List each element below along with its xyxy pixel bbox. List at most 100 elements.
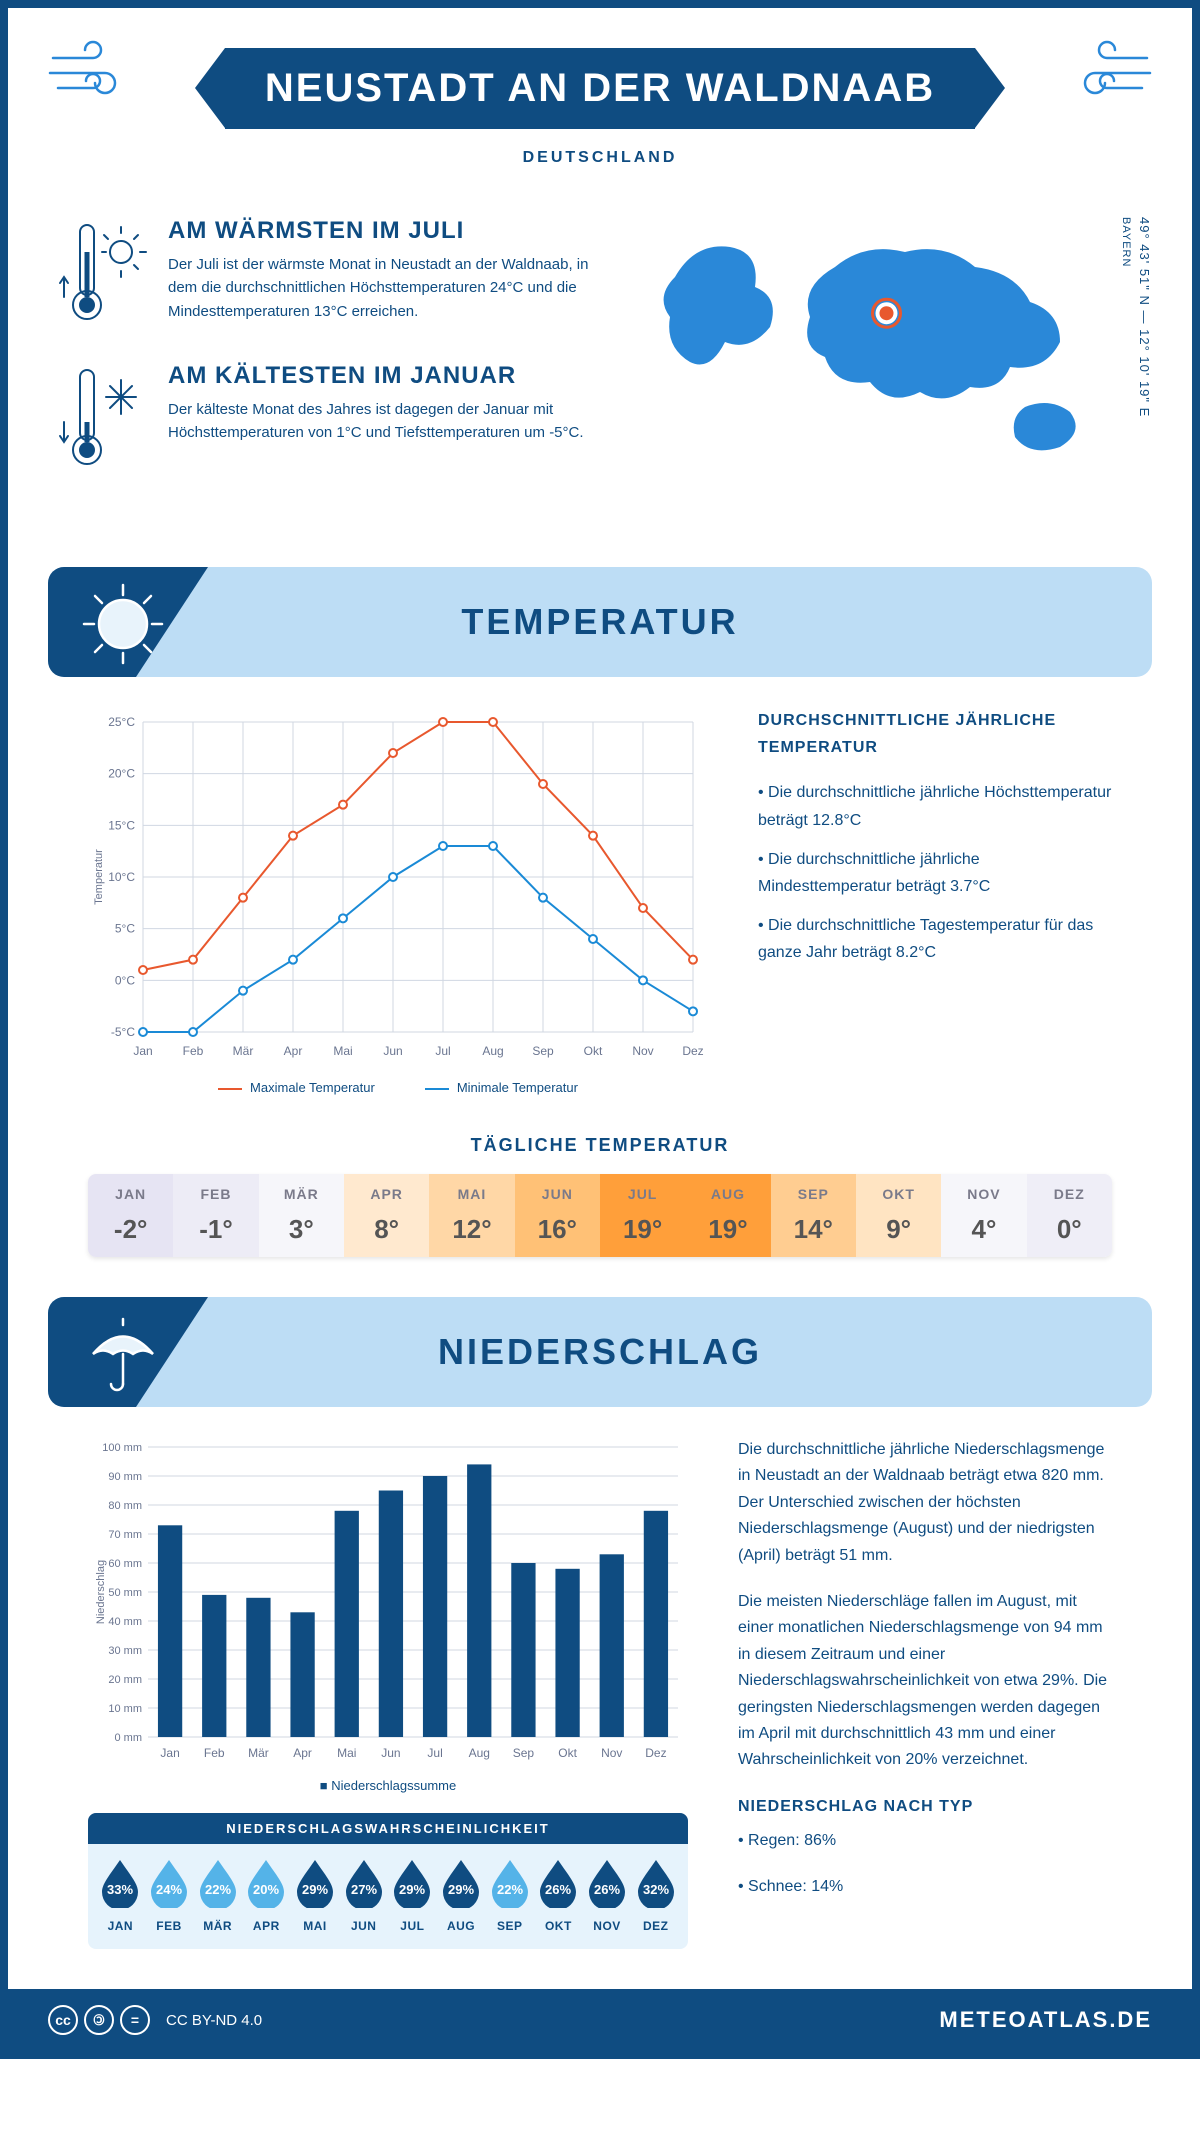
coldest-heading: AM KÄLTESTEN IM JANUAR <box>168 362 605 390</box>
precip-prob-cell: 26% NOV <box>583 1858 632 1933</box>
daily-temp-cell: NOV4° <box>941 1174 1026 1257</box>
header: NEUSTADT AN DER WALDNAAB DEUTSCHLAND <box>8 8 1192 177</box>
wind-icon-left <box>48 38 138 120</box>
legend-max: Maximale Temperatur <box>218 1080 375 1095</box>
daily-temp-cell: MAI12° <box>429 1174 514 1257</box>
precip-type-heading: NIEDERSCHLAG NACH TYP <box>738 1794 1112 1820</box>
intro-section: AM WÄRMSTEN IM JULI Der Juli ist der wär… <box>8 177 1192 547</box>
coldest-block: AM KÄLTESTEN IM JANUAR Der kälteste Mona… <box>58 362 605 477</box>
svg-text:10°C: 10°C <box>108 870 135 884</box>
svg-text:22%: 22% <box>205 1882 231 1897</box>
nd-icon: = <box>120 2005 150 2035</box>
svg-text:90 mm: 90 mm <box>108 1471 142 1483</box>
precip-prob-cell: 29% JUL <box>388 1858 437 1933</box>
warmest-heading: AM WÄRMSTEN IM JULI <box>168 217 605 245</box>
precipitation-section: NIEDERSCHLAG 0 mm10 mm20 mm30 mm40 mm50 … <box>48 1297 1152 1959</box>
svg-text:Jun: Jun <box>381 1746 400 1760</box>
umbrella-icon <box>78 1309 168 1404</box>
daily-temp-cell: JUN16° <box>515 1174 600 1257</box>
precip-prob-cell: 29% AUG <box>437 1858 486 1933</box>
svg-text:Feb: Feb <box>204 1746 225 1760</box>
coldest-text: Der kälteste Monat des Jahres ist dagege… <box>168 398 605 445</box>
svg-text:Apr: Apr <box>284 1044 303 1058</box>
precip-prob-cell: 22% SEP <box>485 1858 534 1933</box>
precip-prob-cell: 33% JAN <box>96 1858 145 1933</box>
precip-para-1: Die durchschnittliche jährliche Niedersc… <box>738 1437 1112 1569</box>
temp-bullet: • Die durchschnittliche Tagestemperatur … <box>758 912 1112 966</box>
svg-text:26%: 26% <box>594 1882 620 1897</box>
svg-text:29%: 29% <box>302 1882 328 1897</box>
precipitation-title: NIEDERSCHLAG <box>438 1331 762 1373</box>
precip-prob-cell: 32% DEZ <box>631 1858 680 1933</box>
svg-text:33%: 33% <box>107 1882 133 1897</box>
temp-bullet: • Die durchschnittliche jährliche Höchst… <box>758 779 1112 833</box>
temperature-title: TEMPERATUR <box>461 601 738 643</box>
daily-temp-cell: AUG19° <box>685 1174 770 1257</box>
svg-text:50 mm: 50 mm <box>108 1587 142 1599</box>
svg-text:20%: 20% <box>253 1882 279 1897</box>
world-map: BAYERN 49° 43' 51" N — 12° 10' 19" E <box>645 217 1142 507</box>
daily-temp-cell: MÄR3° <box>259 1174 344 1257</box>
svg-text:70 mm: 70 mm <box>108 1529 142 1541</box>
thermometer-warm-icon <box>58 217 148 332</box>
temperature-chart: -5°C0°C5°C10°C15°C20°C25°CJanFebMärAprMa… <box>88 707 708 1095</box>
svg-text:Aug: Aug <box>469 1746 490 1760</box>
svg-text:20°C: 20°C <box>108 767 135 781</box>
svg-text:-5°C: -5°C <box>111 1025 135 1039</box>
svg-text:20 mm: 20 mm <box>108 1674 142 1686</box>
precip-prob-cell: 22% MÄR <box>193 1858 242 1933</box>
svg-text:24%: 24% <box>156 1882 182 1897</box>
region-label: BAYERN <box>1120 217 1132 267</box>
precipitation-info: Die durchschnittliche jährliche Niedersc… <box>738 1437 1112 1949</box>
svg-text:100 mm: 100 mm <box>102 1442 142 1454</box>
svg-text:29%: 29% <box>448 1882 474 1897</box>
precip-prob-cell: 27% JUN <box>339 1858 388 1933</box>
precip-type-bullet: • Regen: 86% <box>738 1828 1112 1854</box>
svg-text:0 mm: 0 mm <box>115 1732 143 1744</box>
precip-para-2: Die meisten Niederschläge fallen im Augu… <box>738 1589 1112 1774</box>
svg-text:30 mm: 30 mm <box>108 1645 142 1657</box>
cc-icons: cc 🄯 = <box>48 2005 150 2035</box>
thermometer-cold-icon <box>58 362 148 477</box>
intro-text: AM WÄRMSTEN IM JULI Der Juli ist der wär… <box>58 217 605 507</box>
svg-text:Aug: Aug <box>482 1044 503 1058</box>
svg-text:Mai: Mai <box>333 1044 352 1058</box>
daily-temp-cell: APR8° <box>344 1174 429 1257</box>
precip-type-bullet: • Schnee: 14% <box>738 1874 1112 1900</box>
daily-temp-cell: SEP14° <box>771 1174 856 1257</box>
svg-text:15°C: 15°C <box>108 818 135 832</box>
temperature-info: DURCHSCHNITTLICHE JÄHRLICHE TEMPERATUR •… <box>758 707 1112 1095</box>
svg-text:5°C: 5°C <box>115 922 135 936</box>
precip-probability-box: NIEDERSCHLAGSWAHRSCHEINLICHKEIT 33% JAN … <box>88 1813 688 1949</box>
coordinates-label: 49° 43' 51" N — 12° 10' 19" E <box>1137 217 1152 417</box>
svg-text:10 mm: 10 mm <box>108 1703 142 1715</box>
svg-text:80 mm: 80 mm <box>108 1500 142 1512</box>
precip-prob-cell: 20% APR <box>242 1858 291 1933</box>
temp-info-heading: DURCHSCHNITTLICHE JÄHRLICHE TEMPERATUR <box>758 707 1112 761</box>
precip-legend: Niederschlagssumme <box>88 1778 688 1793</box>
precip-prob-title: NIEDERSCHLAGSWAHRSCHEINLICHKEIT <box>88 1813 688 1844</box>
sun-icon <box>78 579 168 674</box>
temperature-section: TEMPERATUR -5°C0°C5°C10°C15°C20°C25°CJan… <box>48 567 1152 1257</box>
daily-temp-cell: DEZ0° <box>1027 1174 1112 1257</box>
daily-temp-cell: JAN-2° <box>88 1174 173 1257</box>
svg-text:Apr: Apr <box>293 1746 312 1760</box>
by-icon: 🄯 <box>84 2005 114 2035</box>
svg-text:26%: 26% <box>545 1882 571 1897</box>
svg-text:Mär: Mär <box>248 1746 269 1760</box>
legend-min: Minimale Temperatur <box>425 1080 578 1095</box>
warmest-block: AM WÄRMSTEN IM JULI Der Juli ist der wär… <box>58 217 605 332</box>
svg-text:Okt: Okt <box>584 1044 603 1058</box>
svg-text:0°C: 0°C <box>115 973 135 987</box>
warmest-text: Der Juli ist der wärmste Monat in Neusta… <box>168 253 605 323</box>
svg-text:Mär: Mär <box>233 1044 254 1058</box>
temp-bullet: • Die durchschnittliche jährliche Mindes… <box>758 846 1112 900</box>
precipitation-header: NIEDERSCHLAG <box>48 1297 1152 1407</box>
svg-text:Jul: Jul <box>435 1044 450 1058</box>
svg-text:25°C: 25°C <box>108 715 135 729</box>
temperature-header: TEMPERATUR <box>48 567 1152 677</box>
page: NEUSTADT AN DER WALDNAAB DEUTSCHLAND AM … <box>0 0 1200 2059</box>
cc-icon: cc <box>48 2005 78 2035</box>
temperature-legend: Maximale Temperatur Minimale Temperatur <box>88 1080 708 1095</box>
svg-text:29%: 29% <box>399 1882 425 1897</box>
